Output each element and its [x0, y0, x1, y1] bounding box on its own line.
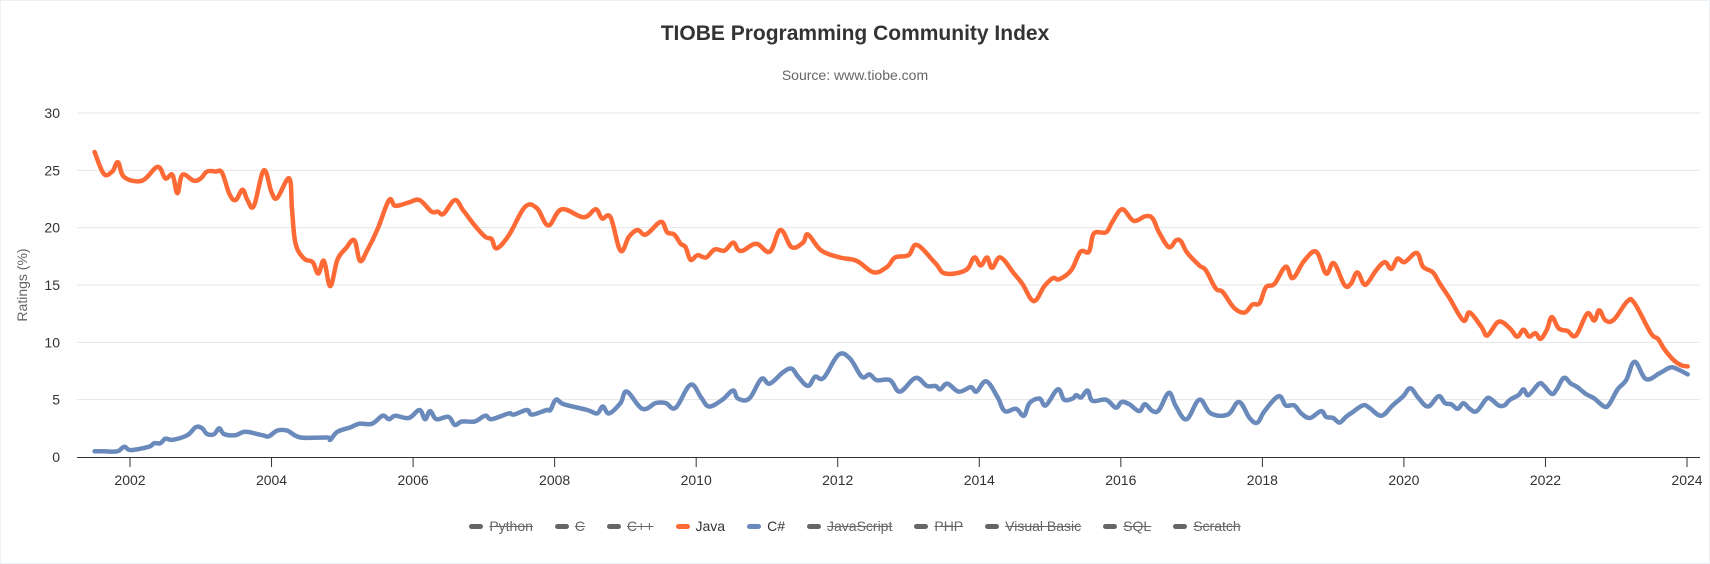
x-tick-label: 2002	[114, 472, 145, 488]
legend-item-python[interactable]: Python	[469, 518, 533, 534]
legend-item-scratch[interactable]: Scratch	[1173, 518, 1241, 534]
legend-item-php[interactable]: PHP	[914, 518, 963, 534]
legend-item-c[interactable]: C	[554, 518, 586, 534]
legend: Python C C++ Java C# JavaScript PHP Visual Basi…	[0, 518, 1710, 534]
y-tick-label: 30	[44, 105, 60, 121]
series-line-c-sharp[interactable]	[92, 351, 1690, 454]
legend-label: Java	[695, 518, 726, 534]
legend-swatch-icon	[1173, 523, 1188, 529]
legend-label: C++	[627, 518, 654, 534]
series-lines	[92, 149, 1690, 454]
legend-swatch-icon	[985, 523, 1000, 529]
legend-item-javascript[interactable]: JavaScript	[807, 518, 892, 534]
legend-swatch-icon	[675, 523, 690, 529]
legend-swatch-icon	[807, 523, 821, 529]
grid-lines	[77, 112, 1700, 401]
y-tick-label: 0	[52, 449, 60, 465]
y-tick-label: 15	[44, 277, 60, 293]
legend-item-visual-basic[interactable]: Visual Basic	[985, 518, 1081, 534]
x-tick-label: 2010	[681, 472, 712, 488]
x-tick-label: 2006	[398, 472, 429, 488]
legend-swatch-icon	[554, 523, 569, 529]
legend-item-java[interactable]: Java	[675, 518, 726, 534]
x-tick-label: 2018	[1247, 472, 1278, 488]
legend-item-cpp[interactable]: C++	[607, 518, 654, 534]
chart-subtitle: Source: www.tiobe.com	[781, 67, 929, 83]
legend-label: Visual Basic	[1005, 518, 1082, 534]
x-tick-label: 2012	[822, 472, 853, 488]
legend-item-c-sharp[interactable]: C#	[747, 518, 785, 534]
legend-swatch-icon	[607, 523, 622, 529]
legend-swatch-icon	[1103, 523, 1118, 529]
legend-label: JavaScript	[827, 518, 893, 534]
legend-label: C#	[767, 518, 785, 534]
legend-swatch-icon	[469, 523, 484, 529]
legend-label: Python	[489, 518, 533, 534]
series-line-java[interactable]	[92, 149, 1690, 369]
x-tick-label: 2022	[1530, 472, 1561, 488]
x-tick-label: 2016	[1105, 472, 1136, 488]
x-tick-label: 2004	[256, 472, 287, 488]
x-axis-ticks: 2002 2004 2006 2008 2010 2012 2014 2016 2018 2020…	[114, 457, 1703, 488]
x-tick-label: 2014	[964, 472, 995, 488]
legend-label: SQL	[1123, 518, 1152, 534]
x-tick-label: 2024	[1671, 472, 1702, 488]
y-tick-label: 5	[52, 392, 60, 408]
legend-label: Scratch	[1193, 518, 1241, 534]
y-axis-label: Ratings (%)	[14, 248, 30, 321]
y-tick-label: 25	[44, 162, 60, 178]
y-axis-ticks: 0 5 10 15 20 25 30	[44, 105, 60, 465]
x-tick-label: 2008	[539, 472, 570, 488]
legend-swatch-icon	[914, 523, 929, 529]
legend-item-sql[interactable]: SQL	[1103, 518, 1151, 534]
legend-swatch-icon	[747, 523, 762, 529]
legend-label: C	[574, 518, 586, 534]
x-tick-label: 2020	[1388, 472, 1419, 488]
legend-label: PHP	[934, 518, 964, 534]
y-tick-label: 10	[44, 334, 60, 350]
y-tick-label: 20	[44, 220, 60, 236]
chart-title: TIOBE Programming Community Index	[660, 22, 1050, 45]
